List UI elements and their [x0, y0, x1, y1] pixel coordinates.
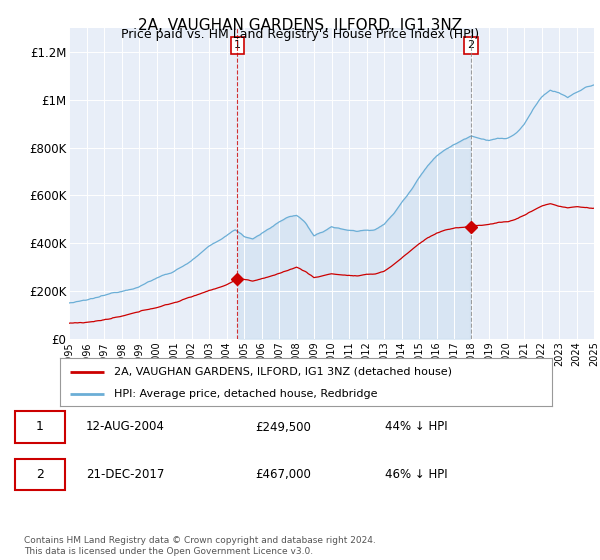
Text: 1: 1	[36, 421, 44, 433]
Text: 2: 2	[467, 40, 475, 50]
Text: Contains HM Land Registry data © Crown copyright and database right 2024.
This d: Contains HM Land Registry data © Crown c…	[24, 536, 376, 556]
Text: 2A, VAUGHAN GARDENS, ILFORD, IG1 3NZ (detached house): 2A, VAUGHAN GARDENS, ILFORD, IG1 3NZ (de…	[114, 367, 452, 377]
Text: 44% ↓ HPI: 44% ↓ HPI	[385, 421, 447, 433]
Text: 2: 2	[36, 468, 44, 481]
Text: £467,000: £467,000	[255, 468, 311, 481]
Text: 46% ↓ HPI: 46% ↓ HPI	[385, 468, 447, 481]
Text: 1: 1	[234, 40, 241, 50]
FancyBboxPatch shape	[15, 412, 65, 442]
Text: 2A, VAUGHAN GARDENS, ILFORD, IG1 3NZ: 2A, VAUGHAN GARDENS, ILFORD, IG1 3NZ	[138, 18, 462, 33]
Text: £249,500: £249,500	[255, 421, 311, 433]
Text: 12-AUG-2004: 12-AUG-2004	[86, 421, 164, 433]
Text: Price paid vs. HM Land Registry's House Price Index (HPI): Price paid vs. HM Land Registry's House …	[121, 28, 479, 41]
Text: 21-DEC-2017: 21-DEC-2017	[86, 468, 164, 481]
FancyBboxPatch shape	[15, 459, 65, 490]
Text: HPI: Average price, detached house, Redbridge: HPI: Average price, detached house, Redb…	[114, 389, 377, 399]
